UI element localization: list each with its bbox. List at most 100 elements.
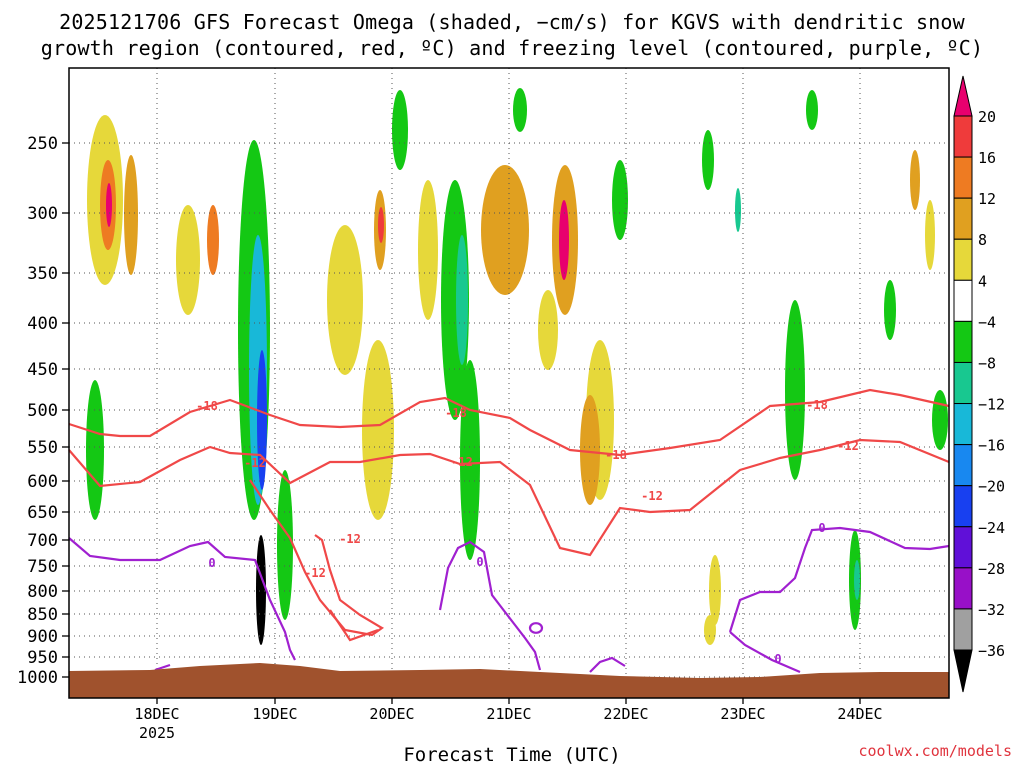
dendritic-contour-label-2: -12 [339,532,361,546]
omega-shaded-region-34 [806,90,818,130]
chart-title-line-1: 2025121706 GFS Forecast Omega (shaded, −… [59,10,965,34]
freezing-contour-label-1: 0 [476,555,483,569]
x-tick-label-6: 24DEC [837,705,882,723]
dendritic-contour-label-5: -12 [451,455,473,469]
freezing-contour-2 [528,622,544,634]
omega-shaded-region-29 [702,130,714,190]
colorbar-label-5: −4 [978,313,996,331]
y-tick-label-5: 500 [27,401,58,421]
omega-shaded-region-39 [932,390,948,450]
colorbar-label-6: −8 [978,354,996,372]
y-tick-label-0: 250 [27,134,58,154]
colorbar-swatch-7 [953,403,973,446]
y-tick-label-15: 1000 [17,668,58,688]
omega-shaded-region-9 [256,535,266,645]
colorbar-swatch-9 [953,485,973,528]
y-tick-label-3: 400 [27,314,58,334]
y-tick-label-9: 700 [27,531,58,551]
colorbar-swatch-10 [953,526,973,569]
colorbar-label-3: 8 [978,231,987,249]
freezing-contour-1 [438,540,542,671]
omega-shaded-region-3 [124,155,138,275]
omega-shaded-region-15 [392,90,408,170]
omega-shaded-region-38 [910,150,920,210]
omega-shaded-region-31 [709,555,721,625]
freezing-contour-label-0: 0 [208,556,215,570]
x-tick-label-0: 18DEC [134,705,179,723]
freezing-contour-label-3: 0 [818,521,825,535]
colorbar-label-2: 12 [978,190,996,208]
freezing-contour-4 [728,526,950,633]
freezing-contour-label-2: 0 [774,652,781,666]
dendritic-contour-label-0: -18 [196,399,218,413]
y-tick-label-2: 350 [27,264,58,284]
colorbar: 20 16 12 8 4 −4 −8 −12 −16 −20 −24 −28 −32 −36 [953,75,1005,693]
dendritic-contour-1 [68,438,950,557]
omega-shaded-region-36 [854,560,860,600]
colorbar-top-triangle [953,75,973,117]
freezing-contour-3 [589,656,626,673]
y-tick-label-1: 300 [27,204,58,224]
x-tick-label-4: 22DEC [603,705,648,723]
y-tick-label-8: 650 [27,503,58,523]
y-tick-label-13: 900 [27,627,58,647]
y-tick-label-12: 850 [27,605,58,625]
colorbar-swatch-6 [953,361,973,405]
omega-shaded-region-2 [106,183,112,227]
omega-shaded-region-28 [612,160,628,240]
omega-shaded-region-16 [362,340,394,520]
omega-shaded-region-4 [176,205,200,315]
colorbar-swatch-0 [953,115,973,158]
omega-shaded-region-17 [418,180,438,320]
colorbar-label-11: −28 [978,560,1005,578]
dendritic-contour-label-3: -12 [304,566,326,580]
freezing-contour-5 [729,631,801,674]
y-tick-label-6: 550 [27,438,58,458]
omega-shaded-region-19 [456,235,468,365]
dendritic-contour-label-7: -12 [641,489,663,503]
colorbar-swatch-1 [953,156,973,199]
omega-shaded-region-10 [277,470,293,620]
omega-shaded-region-11 [86,380,104,520]
colorbar-label-0: 20 [978,108,996,126]
colorbar-label-12: −32 [978,601,1005,619]
chart-title-line-2: growth region (contoured, red, ºC) and f… [40,36,984,60]
y-tick-label-11: 800 [27,582,58,602]
x-tick-label-2: 20DEC [369,705,414,723]
colorbar-swatch-12 [953,608,973,651]
x-axis-label: Forecast Time (UTC) [403,744,621,766]
plot-area: -18 -12 -12 -12 -18 -12 -18 -12 -18 -12 0 0 0 0 [68,67,950,699]
colorbar-label-4: 4 [978,272,987,290]
colorbar-swatch-8 [953,444,973,487]
x-tick-label-1: 19DEC [252,705,297,723]
dendritic-contour-label-9: -12 [837,439,859,453]
y-tick-label-10: 750 [27,557,58,577]
credit-text: coolwx.com/models [858,742,1012,760]
dendritic-contour-label-1: -12 [244,456,266,470]
omega-shaded-region-14 [327,225,363,375]
x-tick-label-5: 23DEC [720,705,765,723]
y-tick-label-14: 950 [27,648,58,668]
colorbar-swatch-5 [953,320,973,363]
omega-shaded-region-25 [559,200,569,280]
omega-shaded-region-5 [207,205,219,275]
omega-shaded-region-27 [580,395,600,505]
x-tick-label-3: 21DEC [486,705,531,723]
x-tick-sublabel: 2025 [139,724,175,742]
colorbar-label-10: −24 [978,519,1005,537]
freezing-contour-0 [68,537,296,661]
colorbar-swatch-4 [953,279,973,322]
colorbar-swatch-2 [953,197,973,240]
colorbar-swatch-11 [953,567,973,610]
y-tick-label-7: 600 [27,472,58,492]
omega-shaded-region-21 [481,165,529,295]
omega-shaded-region-40 [925,200,935,270]
y-tick-label-4: 450 [27,360,58,380]
omega-shaded-region-23 [538,290,558,370]
omega-shaded-region-33 [785,300,805,480]
colorbar-bottom-triangle [953,649,973,693]
colorbar-label-7: −12 [978,396,1005,414]
dendritic-contour-label-6: -18 [605,448,627,462]
dendritic-contour-label-4: -18 [445,406,467,420]
